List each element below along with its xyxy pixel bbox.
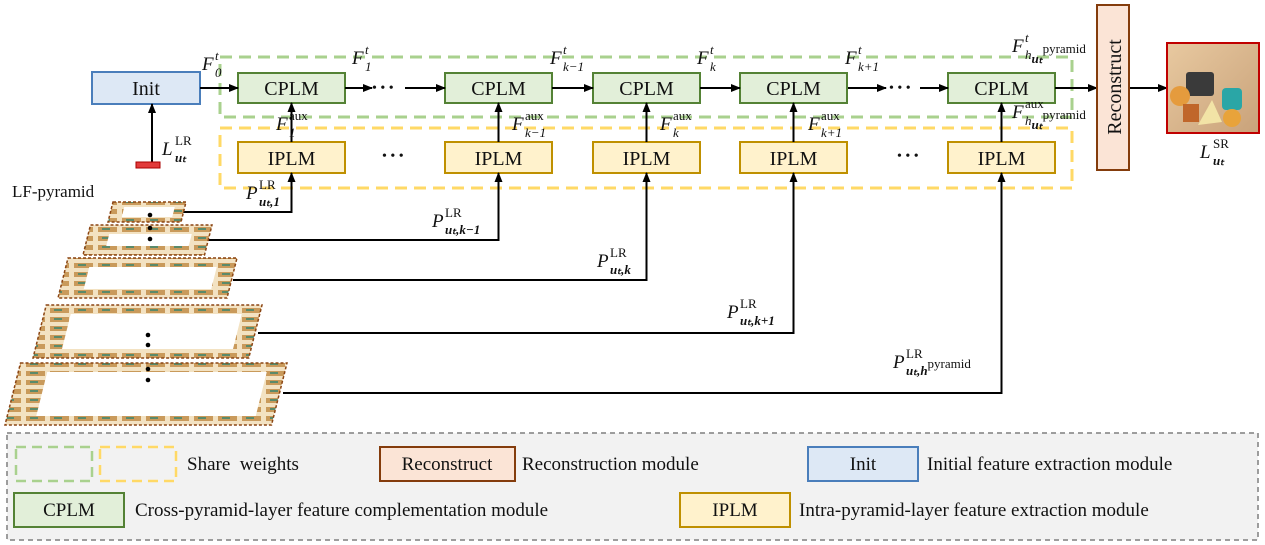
ellipsis-dot [145, 342, 151, 348]
ellipsis: • • • [372, 81, 394, 96]
legend-iplm-desc: Intra-pyramid-layer feature extraction m… [799, 500, 1149, 521]
iplm-module: IPLM [592, 141, 701, 174]
reconstruct-label: Reconstruct [1104, 39, 1126, 135]
cplm-module: CPLM [592, 72, 701, 104]
cplm-module: CPLM [444, 72, 553, 104]
legend-iplm-box: IPLM [712, 500, 758, 521]
ellipsis-dot [145, 377, 151, 383]
output-sr-label: L SR uₜ [1199, 136, 1229, 168]
iplm-module: IPLM [947, 141, 1056, 174]
connector-arrow [208, 172, 503, 241]
feature-label-cplm-output: Ft k+1 [844, 42, 879, 74]
connector-arrow [258, 172, 798, 334]
iplm-label: IPLM [475, 148, 523, 170]
lf-pyramid-label: LF-pyramid [12, 182, 95, 201]
connector-arrow [233, 172, 651, 281]
legend: Share weights Reconstruct Reconstruction… [6, 432, 1259, 541]
iplm-module: IPLM [237, 141, 346, 174]
legend-share-text: Share weights [187, 454, 299, 475]
pyramid-patch-label: PLR uₜ,hpyramid [892, 346, 971, 378]
legend-init-box: Init [850, 454, 877, 475]
aux-feature-label: Faux huₜpyramid [1011, 96, 1086, 132]
iplm-label: IPLM [268, 148, 316, 170]
legend-reconstruct-box: Reconstruct [402, 454, 493, 475]
ellipsis-dot [147, 225, 153, 231]
legend-cplm-desc: Cross-pyramid-layer feature complementat… [135, 500, 548, 521]
pyramid-patch-label: PLR uₜ,k−1 [431, 205, 480, 237]
connector-arrow [283, 172, 1006, 394]
feature-label-cplm-output: Ft k [696, 42, 716, 74]
cplm-module: CPLM [237, 72, 346, 104]
init-module: Init [91, 71, 201, 105]
pyramid-patch-label: PLR uₜ,k [596, 245, 631, 277]
connector-arrow [182, 172, 296, 213]
pyramid-layer [4, 362, 288, 426]
cplm-label: CPLM [471, 78, 526, 100]
cplm-module: CPLM [739, 72, 848, 104]
input-lr-label: L LR uₜ [161, 133, 192, 165]
iplm-label: IPLM [978, 148, 1026, 170]
ellipsis-dot [145, 332, 151, 338]
iplm-label: IPLM [770, 148, 818, 170]
cplm-label: CPLM [619, 78, 674, 100]
iplm-module: IPLM [739, 141, 848, 174]
ellipsis: • • • [889, 81, 911, 96]
cplm-label: CPLM [766, 78, 821, 100]
feature-label-cplm-output: Ft k−1 [549, 42, 584, 74]
legend-share-green-swatch [14, 445, 94, 483]
legend-init-desc: Initial feature extraction module [927, 454, 1172, 475]
pyramid-layer [107, 201, 187, 223]
pyramid-layer [82, 224, 213, 256]
aux-feature-label: Faux k [659, 108, 692, 140]
legend-share-yellow-swatch [98, 445, 178, 483]
ellipsis-dot [147, 236, 153, 242]
pyramid-patch-label: PLR uₜ,k+1 [726, 296, 775, 328]
feature-label-cplm-output: Ft 1 [351, 42, 372, 74]
aux-feature-label: Faux k−1 [511, 108, 546, 140]
input-lr-image [135, 161, 161, 169]
legend-reconstruct-desc: Reconstruction module [522, 454, 699, 475]
pyramid-layer [32, 304, 263, 359]
cplm-label: CPLM [264, 78, 319, 100]
ellipsis-dot [145, 366, 151, 372]
pyramid-patch-label: PLR uₜ,1 [245, 177, 280, 209]
reconstruct-module: Reconstruct [1096, 4, 1130, 171]
pyramid-layer [57, 257, 238, 299]
aux-feature-label: Faux k+1 [807, 108, 842, 140]
feature-label-cplm-output: Ft 0 [201, 48, 222, 80]
cplm-label: CPLM [974, 78, 1029, 100]
ellipsis: • • • [897, 149, 919, 164]
feature-label-cplm-output: Ft huₜpyramid [1011, 30, 1086, 66]
ellipsis-dot [147, 212, 153, 218]
aux-feature-label: Faux 1 [275, 108, 308, 140]
init-label: Init [132, 78, 160, 100]
output-sr-image [1166, 42, 1260, 134]
iplm-module: IPLM [444, 141, 553, 174]
ellipsis: • • • [382, 149, 404, 164]
legend-cplm-box: CPLM [43, 500, 95, 521]
iplm-label: IPLM [623, 148, 671, 170]
